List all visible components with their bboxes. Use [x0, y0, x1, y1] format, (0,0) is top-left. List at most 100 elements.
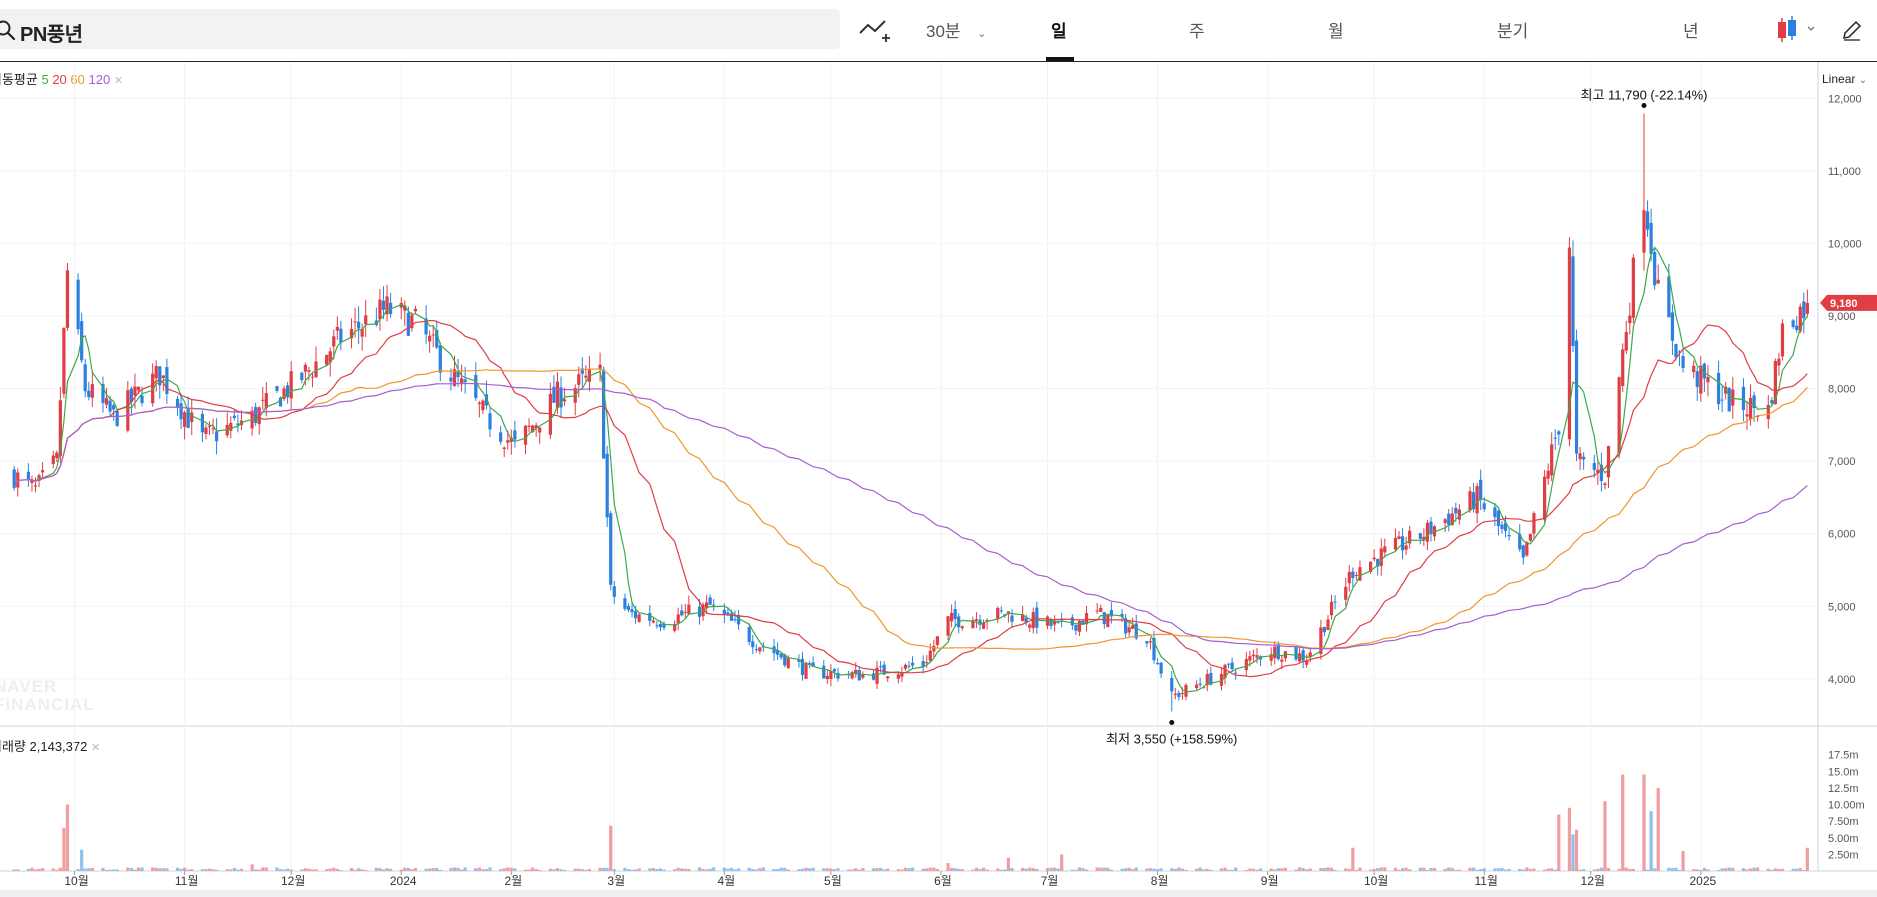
candle-body [452, 369, 457, 387]
candle-body [996, 607, 1000, 620]
volume-bar [236, 869, 240, 871]
volume-bar [1127, 867, 1131, 871]
scale-dropdown[interactable]: Linear ⌄ [1822, 72, 1867, 86]
volume-bar [1429, 867, 1433, 871]
candle-body [662, 623, 666, 628]
volume-bar [825, 868, 829, 871]
candle-body [90, 384, 94, 398]
volume-bar [836, 868, 840, 871]
active-tab-indicator [1046, 57, 1074, 61]
volume-bar [410, 869, 414, 871]
candle-body [1297, 653, 1302, 662]
volume-bar [953, 868, 957, 871]
candle-body [1258, 656, 1263, 660]
tab-year[interactable]: 년 [1683, 22, 1699, 41]
candle-body [136, 386, 141, 391]
volume-bar [1223, 867, 1227, 871]
candle-body [1546, 470, 1550, 479]
candle-body [232, 415, 236, 418]
volume-bar [1518, 868, 1522, 871]
volume-bar [1777, 868, 1781, 871]
volume-tick-label: 10.00m [1828, 800, 1865, 812]
candle-body [1379, 548, 1383, 566]
volume-bar [1209, 869, 1213, 871]
chart-navigator[interactable] [0, 890, 1877, 897]
candle-body [1127, 627, 1131, 633]
volume-bar [1550, 868, 1554, 871]
x-tick-label: 7월 [1041, 874, 1059, 888]
candle-body [378, 299, 382, 320]
volume-bar [1716, 870, 1721, 871]
close-icon[interactable]: ✕ [113, 75, 124, 87]
candle-body [626, 605, 631, 610]
volume-bar [1251, 868, 1256, 871]
tab-week[interactable]: 주 [1189, 22, 1205, 41]
candle-body [104, 398, 109, 405]
candle-body [314, 361, 318, 378]
candle-body [850, 672, 854, 679]
candle-body [76, 279, 80, 330]
volume-bar [910, 867, 915, 871]
volume-bar [1393, 867, 1398, 871]
candle-body [300, 372, 304, 380]
candle-body [822, 665, 826, 679]
candle-body [108, 400, 112, 412]
volume-bar [722, 867, 726, 871]
volume-tick-label: 5.00m [1828, 833, 1859, 845]
pencil-icon[interactable] [1840, 18, 1864, 42]
volume-bar [658, 868, 663, 871]
candle-body [555, 381, 560, 408]
candle-body [303, 364, 307, 372]
stock-search-box[interactable]: PN풍년 [0, 9, 840, 49]
candle-body [513, 430, 517, 440]
volume-bar [214, 869, 219, 871]
volume-bar [1255, 869, 1259, 871]
close-icon[interactable]: ✕ [90, 742, 101, 754]
candle-body [1443, 519, 1447, 523]
volume-bar [499, 869, 503, 871]
volume-bar [751, 868, 755, 871]
candle-body [1557, 431, 1561, 435]
volume-bar [108, 869, 112, 871]
volume-bar [932, 867, 936, 871]
volume-tick-label: 7.50m [1828, 816, 1859, 828]
y-tick-label: 10,000 [1828, 238, 1862, 250]
low-annotation: 최저 3,550 (+158.59%) [1106, 731, 1237, 746]
volume-bar [1184, 869, 1188, 871]
interval-dropdown[interactable]: 30분 ⌄ [926, 17, 987, 42]
tab-day[interactable]: 일 [1051, 22, 1067, 41]
price-chart[interactable]: 10월 11월 12월 2024 2월 3월 4월 5월 6월 7월 8월 9월 10월 11월 12월 20… [0, 62, 1877, 890]
volume-bar [1798, 867, 1802, 871]
ma-20-label: 20 [52, 72, 67, 87]
candle-body [435, 330, 439, 348]
volume-bar [960, 869, 964, 871]
volume-bar [1447, 867, 1451, 871]
candle-body [207, 425, 212, 427]
candle-body [836, 672, 840, 679]
volume-bar [1049, 867, 1053, 871]
volume-bar [1379, 867, 1383, 871]
volume-bar [523, 869, 528, 871]
candle-body [374, 320, 378, 326]
volume-bar [456, 867, 460, 871]
volume-bar [1045, 868, 1050, 871]
candle-type-icon[interactable] [1772, 14, 1822, 46]
candle-body [1209, 673, 1213, 685]
volume-bar [761, 867, 766, 871]
volume-bar [1571, 834, 1575, 871]
candle-body [381, 300, 386, 310]
volume-bar [474, 868, 478, 871]
candle-body [910, 662, 915, 666]
volume-bar [1226, 869, 1231, 871]
ma-legend-title: 이동평균 [0, 72, 38, 87]
volume-bar [704, 869, 709, 871]
tab-quarter[interactable]: 분기 [1497, 22, 1529, 41]
volume-bar [1170, 868, 1174, 871]
volume-bar [1482, 868, 1486, 871]
volume-bar [488, 867, 492, 871]
indicator-add-icon[interactable] [858, 17, 890, 43]
tab-month[interactable]: 월 [1328, 22, 1344, 41]
candle-body [1184, 684, 1188, 697]
candle-body [1177, 692, 1181, 697]
candle-body [1028, 624, 1032, 628]
